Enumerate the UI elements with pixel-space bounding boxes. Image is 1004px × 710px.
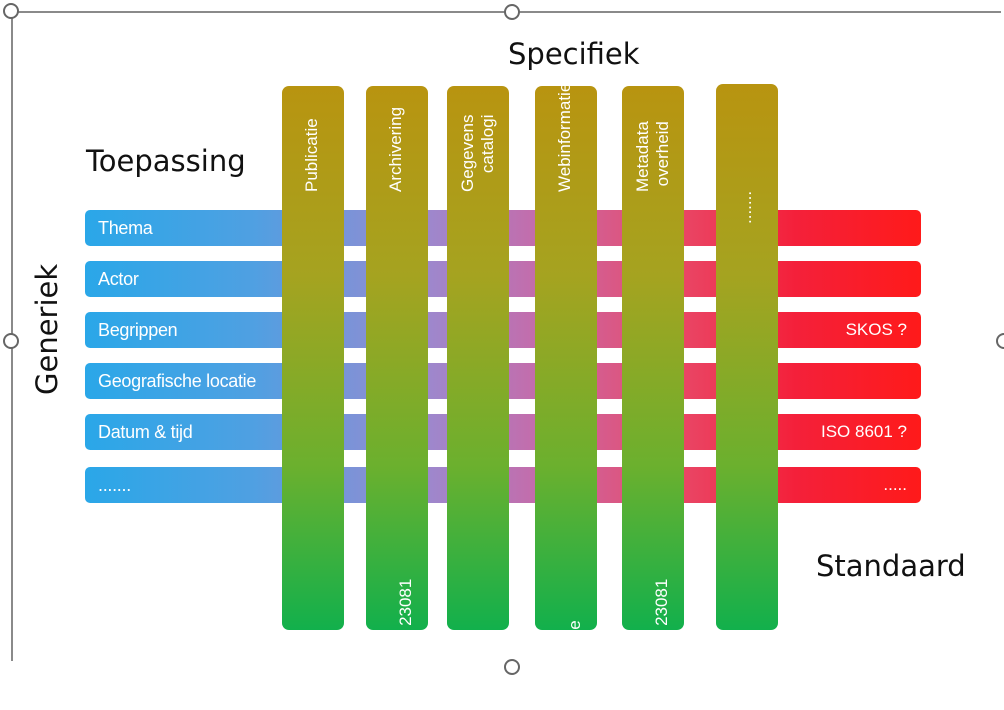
column-top-label: Archivering xyxy=(386,107,406,192)
heading-generiek: Generiek xyxy=(30,263,64,395)
column-more: ....... ....... xyxy=(716,84,778,696)
column-bottom-line: OWMS xyxy=(545,655,564,710)
column-bottom-label: MDTO NEN / ISO 23081 xyxy=(376,579,416,710)
row-label: ....... xyxy=(98,475,131,495)
column-bottom-line: Dublin Core xyxy=(565,620,584,710)
column-top-line: Metadata xyxy=(633,121,652,192)
column-bottom-label: DCAT xyxy=(467,665,487,710)
row-standard: ..... xyxy=(883,475,907,494)
column-bottom-line: RMO xyxy=(632,670,651,710)
row-label: Datum & tijd xyxy=(98,422,193,442)
column-archivering: Archivering MDTO NEN / ISO 23081 xyxy=(366,86,428,710)
column-bottom-label: OWMS Dublin Core xyxy=(545,620,585,710)
column-metadata-overheid: Metadata overheid RMO NEN / ISO 23081 xyxy=(622,86,684,710)
column-top-line: ....... xyxy=(736,190,755,224)
column-bottom-line: TOOI xyxy=(302,668,321,710)
heading-toepassing: Toepassing xyxy=(86,144,246,178)
column-top-line: Gegevens xyxy=(458,114,477,193)
column-top-line: overheid xyxy=(653,121,672,187)
heading-specifiek: Specifiek xyxy=(508,37,640,71)
column-top-label: Gegevens catalogi xyxy=(458,115,498,193)
column-bottom-line: NEN / ISO 23081 xyxy=(652,578,671,710)
row-label: Begrippen xyxy=(98,320,178,340)
column-bottom-label: ....... xyxy=(736,663,756,696)
column-publicatie: Publicatie TOOI xyxy=(282,86,344,710)
column-top-label: ....... xyxy=(736,191,756,224)
heading-standaard: Standaard xyxy=(816,549,966,583)
column-top-label: Metadata overheid xyxy=(633,121,673,192)
column-bottom-line: NEN / ISO 23081 xyxy=(396,578,415,710)
column-gegevens-catalogi: Gegevens catalogi DCAT xyxy=(447,86,509,710)
resize-handle-top-middle[interactable] xyxy=(504,4,520,20)
column-top-line: Publicatie xyxy=(302,118,321,192)
column-top-line: Archivering xyxy=(386,106,405,192)
row-label: Geografische locatie xyxy=(98,371,257,391)
column-top-label: Webinformatie xyxy=(555,83,575,192)
resize-handle-left-middle[interactable] xyxy=(3,333,19,349)
resize-handle-right-middle[interactable] xyxy=(996,333,1004,349)
column-bottom-label: TOOI xyxy=(302,669,322,710)
column-webinformatie: Webinformatie OWMS Dublin Core xyxy=(535,83,597,710)
column-bottom-line: ....... xyxy=(736,662,755,696)
resize-handle-bottom-middle[interactable] xyxy=(504,659,520,675)
row-standard: ISO 8601 ? xyxy=(820,422,907,441)
column-bottom-line: MDTO xyxy=(376,660,395,710)
column-top-line: catalogi xyxy=(478,114,497,174)
column-bottom-label: RMO NEN / ISO 23081 xyxy=(632,579,672,710)
column-top-label: Publicatie xyxy=(302,118,322,192)
row-label: Actor xyxy=(98,269,139,289)
column-top-line: Webinformatie xyxy=(555,82,574,192)
row-label: Thema xyxy=(98,218,153,238)
column-bottom-line: DCAT xyxy=(467,664,486,710)
resize-handle-top-left[interactable] xyxy=(3,3,19,19)
row-standard: SKOS ? xyxy=(845,320,907,339)
